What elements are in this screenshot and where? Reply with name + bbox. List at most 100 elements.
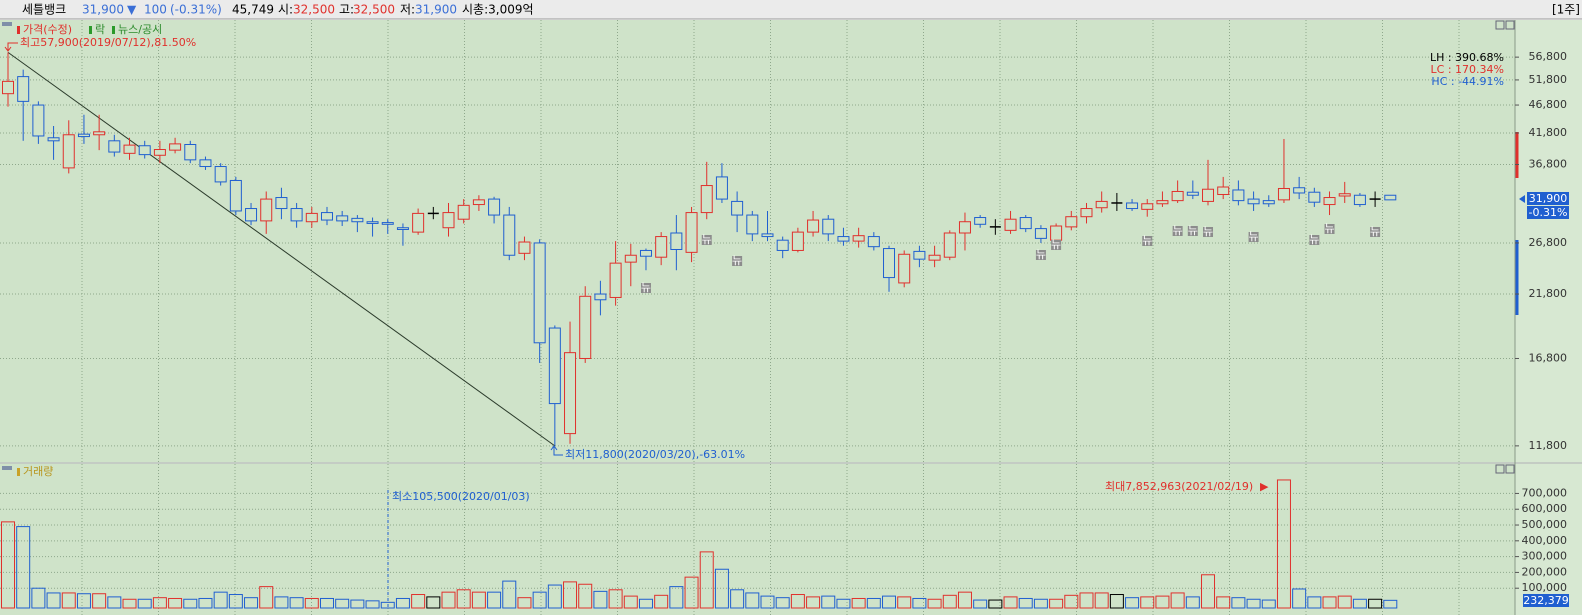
candle-body — [305, 212, 318, 223]
volume-bar — [623, 595, 638, 609]
candle-body — [1034, 228, 1047, 239]
volume-max-annotation: 최대7,852,963(2021/02/19) — [1105, 480, 1253, 493]
volume-bar — [16, 526, 31, 609]
y-tick-label: 600,000 — [1522, 502, 1568, 515]
volume-bar — [866, 597, 881, 609]
news-marker — [732, 256, 743, 266]
candle-body — [62, 134, 75, 169]
news-label: 뉴 — [1324, 222, 1334, 235]
max-arrow — [4, 42, 18, 52]
candle-body — [579, 295, 592, 359]
volume-bar — [608, 589, 623, 609]
candle-body — [93, 131, 106, 136]
volume-bar — [699, 551, 714, 609]
volume-bar — [532, 591, 547, 609]
volume-bar — [395, 597, 410, 609]
y-tick-label: 700,000 — [1522, 486, 1568, 499]
candle-body — [108, 140, 121, 153]
volume-bar — [487, 591, 502, 609]
candle-body — [715, 176, 728, 200]
candle-body — [822, 218, 835, 235]
candle-body — [685, 212, 698, 253]
candle-body — [2, 80, 14, 95]
window-button[interactable] — [1495, 464, 1505, 474]
window-button[interactable] — [1495, 20, 1505, 30]
legend-lock: 락 — [95, 23, 105, 36]
change-arrow: ▼ — [127, 3, 137, 17]
candle-body — [488, 198, 501, 216]
volume-axis-area — [1515, 464, 1582, 615]
y-tick-label: 11,800 — [1529, 439, 1568, 452]
volume-bar — [259, 586, 274, 609]
volume-bar — [517, 597, 532, 609]
legend-news: 뉴스/공시 — [118, 23, 162, 36]
volume-bar — [122, 598, 137, 609]
candle-body — [412, 212, 425, 233]
candle-body — [1277, 187, 1290, 201]
news-label: 뉴 — [1188, 224, 1198, 237]
volume-bar — [168, 597, 183, 609]
volume-bar — [107, 596, 122, 609]
window-button[interactable] — [1505, 464, 1515, 474]
volume-bar — [1018, 597, 1033, 609]
window-button[interactable] — [1505, 20, 1515, 30]
volume-bar — [1231, 597, 1246, 609]
volume-bar — [547, 584, 562, 609]
candle-body — [746, 214, 759, 235]
candle-body — [974, 217, 987, 225]
max-annotation: 최고57,900(2019/07/12),81.50% — [20, 36, 196, 49]
candle-body — [852, 235, 865, 242]
candle-body — [883, 248, 896, 279]
volume-bar — [973, 599, 988, 609]
candle-body — [1338, 193, 1351, 197]
volume-bar — [775, 597, 790, 609]
hc-stat: HC : -44.91% — [1431, 75, 1504, 88]
candle-body — [1323, 197, 1336, 206]
volume-bar — [1140, 596, 1155, 609]
volume-bar — [502, 580, 517, 609]
news-marker — [1309, 235, 1320, 245]
volume-bar — [31, 587, 46, 609]
volume-bar — [1337, 595, 1352, 609]
volume-bar — [46, 592, 61, 609]
last-price-pointer — [1519, 195, 1525, 203]
candle-body — [275, 197, 288, 210]
stock-name: 세틀뱅크 — [22, 3, 66, 17]
volume-bar — [1003, 596, 1018, 609]
volume-bar — [790, 594, 805, 609]
volume-bar — [563, 581, 578, 609]
news-marker — [1187, 226, 1198, 236]
candle-body — [123, 144, 136, 154]
volume-bar — [471, 591, 486, 609]
period[interactable]: [1주] — [1552, 3, 1580, 17]
price: 31,900 — [82, 3, 124, 17]
volume-bar — [365, 600, 380, 609]
volume-bar — [411, 594, 426, 609]
candle-body — [791, 231, 804, 251]
volume-bar — [152, 597, 167, 609]
volume-bar — [76, 593, 91, 609]
change: 100 — [144, 3, 167, 17]
legend-swatch — [112, 26, 115, 34]
candle-body — [958, 221, 971, 234]
volume-bar — [380, 601, 395, 609]
volume-bar — [1079, 592, 1094, 609]
volume-bar — [1201, 574, 1216, 609]
volume-bar — [836, 598, 851, 609]
y-tick-label: 100,000 — [1522, 581, 1568, 594]
candle-body — [1247, 198, 1260, 205]
candle-body — [928, 254, 941, 261]
volume-bar — [897, 596, 912, 609]
volume-bar — [198, 597, 213, 609]
volume-bar — [1170, 592, 1185, 609]
candle-body — [1202, 188, 1215, 202]
news-label: 뉴 — [641, 281, 651, 294]
volume-bar — [806, 596, 821, 609]
volume-bar — [882, 595, 897, 609]
volume-bar — [714, 568, 729, 609]
candle-body — [1384, 194, 1397, 201]
volume-bar — [1064, 594, 1079, 609]
candle-body — [1141, 203, 1154, 210]
volume-bar — [1185, 596, 1200, 609]
volume-bar — [654, 594, 669, 609]
